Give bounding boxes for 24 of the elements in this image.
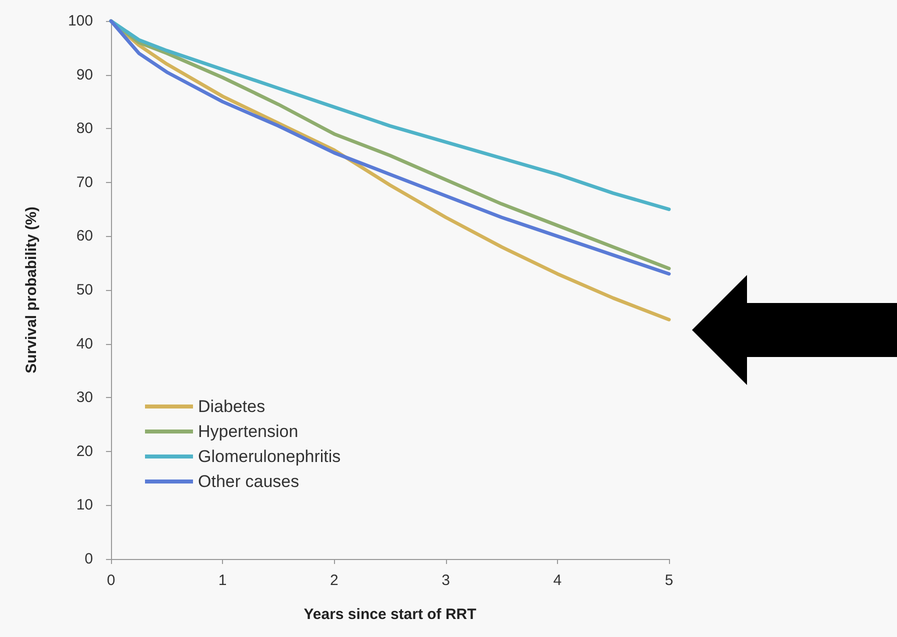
y-tick-label: 80 [76,120,93,138]
y-tick-label: 100 [68,12,93,30]
x-tick-label: 3 [442,572,450,589]
y-axis-title: Survival probability (%) [23,206,40,374]
line-series [109,19,671,212]
y-tick-label: 60 [76,228,93,245]
y-tick-label: 70 [76,174,93,191]
y-tick-label: 0 [84,550,93,568]
y-tick-label: 10 [76,496,93,514]
x-tick-label: 0 [106,572,116,589]
y-tick-label: 40 [76,335,93,352]
y-tick-label: 20 [76,442,93,460]
legend-label: Diabetes [198,397,266,416]
legend-label: Other causes [198,472,300,491]
y-tick-label: 30 [76,389,93,406]
y-tick-label: 50 [76,282,93,298]
x-tick-label: 4 [553,572,562,589]
legend-label: Glomerulonephritis [198,447,341,466]
x-tick-label: 5 [664,572,674,589]
x-axis-title: Years since start of RRT [304,606,476,623]
x-tick-label: 1 [218,572,227,589]
legend-label: Hypertension [198,422,298,441]
x-tick-label: 2 [330,572,338,589]
y-tick-label: 90 [76,66,93,84]
